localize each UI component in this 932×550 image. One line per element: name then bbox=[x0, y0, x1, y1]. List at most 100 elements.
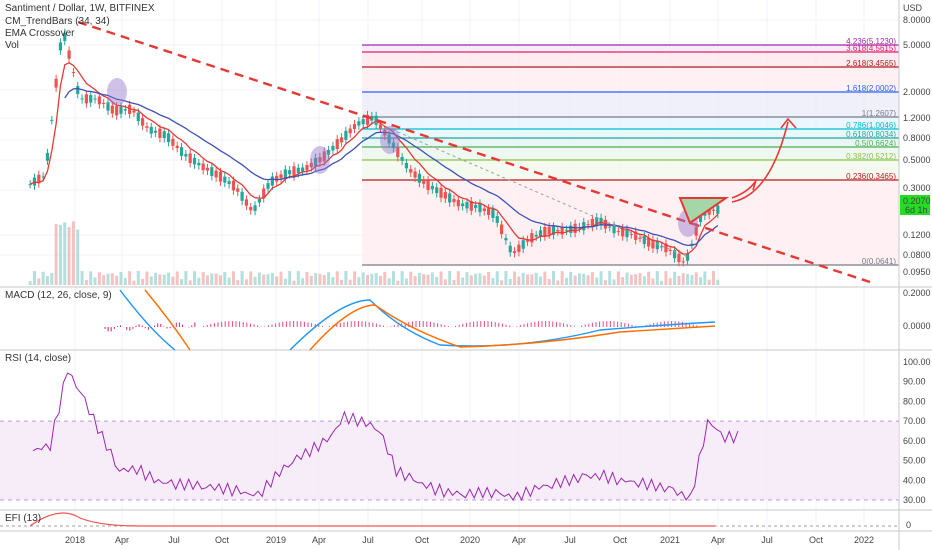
macd-pane[interactable] bbox=[104, 289, 716, 351]
volume-bar bbox=[456, 271, 460, 285]
price-badge-countdown: 6d 1h bbox=[905, 205, 928, 215]
volume-bar bbox=[543, 271, 547, 285]
volume-bar bbox=[564, 277, 568, 285]
candle-body bbox=[76, 85, 80, 95]
volume-bar bbox=[227, 277, 231, 285]
volume-bar bbox=[461, 277, 465, 285]
volume-bar bbox=[478, 273, 482, 285]
volume-bar bbox=[625, 272, 629, 285]
candle-body bbox=[638, 237, 642, 239]
volume-bar bbox=[249, 271, 253, 285]
volume-bar bbox=[595, 277, 599, 285]
volume-bar bbox=[409, 271, 413, 285]
candle-body bbox=[231, 180, 236, 191]
price-axis[interactable]: 8.0000 5.0000 2.0000 1.2000 0.8000 0.5000 0.30… bbox=[903, 15, 931, 277]
candle-body bbox=[547, 226, 551, 235]
volume-bar bbox=[521, 272, 525, 285]
volume-bar bbox=[318, 273, 322, 285]
volume-bar bbox=[413, 276, 417, 285]
fib-zone bbox=[362, 147, 899, 160]
projection-arrowhead-2 bbox=[780, 117, 797, 129]
time-axis[interactable]: 2018 Apr Jul Oct 2019 Apr Jul Oct 2020 Apr Jul Oct 2… bbox=[65, 535, 874, 545]
rsi-title: RSI (14, close) bbox=[5, 353, 71, 364]
candle-body bbox=[495, 216, 499, 223]
volume-bar bbox=[500, 280, 504, 285]
candle-body bbox=[188, 153, 192, 164]
efi-pane[interactable] bbox=[0, 512, 899, 527]
volume-bar bbox=[188, 280, 192, 285]
candle-body bbox=[141, 118, 145, 126]
volume-bar bbox=[560, 271, 564, 285]
fib-zone bbox=[362, 67, 899, 92]
candle-body bbox=[396, 147, 400, 158]
candle-body bbox=[301, 167, 305, 172]
candle-body bbox=[348, 128, 352, 134]
candle-body bbox=[318, 157, 322, 163]
volume-bar bbox=[84, 279, 88, 285]
candle-body bbox=[326, 149, 331, 155]
volume-bar bbox=[327, 272, 331, 285]
volume-bar bbox=[504, 271, 508, 285]
candle-body bbox=[205, 167, 210, 171]
price-tick-label: 8.0000 bbox=[903, 15, 931, 25]
rsi-pane[interactable] bbox=[0, 372, 899, 502]
price-tick-label: 5.0000 bbox=[903, 40, 931, 50]
candle-body bbox=[275, 175, 279, 182]
volume-bar bbox=[193, 271, 197, 285]
candle-body bbox=[443, 192, 447, 199]
pattern-highlight bbox=[310, 146, 330, 174]
candle-body bbox=[590, 218, 595, 227]
volume-bar bbox=[80, 271, 84, 285]
candle-body bbox=[551, 226, 556, 235]
fib-zones: 4.236(5.1230)3.618(4.5615) 2.618(3.4565) 1… bbox=[362, 37, 899, 266]
volume-bar bbox=[556, 280, 560, 285]
rsi-line bbox=[32, 372, 739, 502]
volume-bar bbox=[590, 272, 594, 285]
volume-bar bbox=[266, 274, 270, 285]
volume-bar bbox=[383, 271, 387, 285]
rsi-tick-label: 90.00 bbox=[903, 377, 926, 387]
time-tick-label: Oct bbox=[809, 535, 824, 545]
candle-body bbox=[257, 198, 261, 203]
candle-body bbox=[664, 243, 668, 253]
volume-bar bbox=[93, 277, 97, 285]
candle-body bbox=[435, 187, 439, 194]
candle-body bbox=[517, 244, 521, 252]
volume-bar bbox=[292, 280, 296, 285]
candle-body bbox=[93, 98, 97, 100]
volume-bar bbox=[551, 271, 555, 285]
time-tick-label: Jul bbox=[761, 535, 773, 545]
price-badge-value: 0.2070 bbox=[903, 196, 931, 206]
price-pane[interactable] bbox=[28, 20, 871, 285]
candle-body bbox=[469, 201, 473, 211]
candle-body bbox=[417, 173, 422, 183]
volume-bar bbox=[102, 275, 106, 285]
candle-body bbox=[586, 224, 590, 226]
ascending-triangle bbox=[678, 197, 730, 225]
candle-body bbox=[387, 134, 391, 144]
candle-body bbox=[499, 224, 504, 235]
volume-bar bbox=[599, 271, 603, 285]
fib-level-label: 3.618(4.5615) bbox=[846, 44, 896, 53]
volume-bar bbox=[396, 280, 400, 285]
candle-body bbox=[629, 233, 633, 235]
volume-bar bbox=[577, 273, 581, 285]
volume-bar bbox=[426, 274, 430, 285]
candle-body bbox=[439, 187, 443, 198]
time-tick-label: 2020 bbox=[460, 535, 480, 545]
volume-bar bbox=[288, 271, 292, 285]
candle-body bbox=[158, 128, 162, 138]
volume-bar bbox=[279, 271, 283, 285]
volume-bar bbox=[236, 280, 240, 285]
time-tick-label: Jul bbox=[168, 535, 180, 545]
candle-body bbox=[84, 94, 88, 104]
volume-bar bbox=[487, 271, 491, 285]
projection-arrow-1 bbox=[731, 181, 756, 199]
volume-bar bbox=[664, 271, 668, 285]
candle-body bbox=[292, 166, 296, 177]
volume-bar bbox=[716, 279, 720, 285]
ema-slow-line bbox=[64, 87, 719, 247]
ema-fast-line bbox=[29, 62, 719, 255]
volume-bar bbox=[707, 279, 711, 285]
